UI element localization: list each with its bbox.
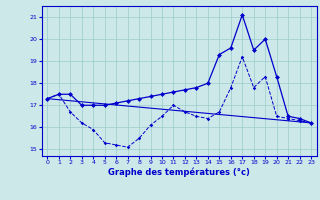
X-axis label: Graphe des températures (°c): Graphe des températures (°c) (108, 168, 250, 177)
